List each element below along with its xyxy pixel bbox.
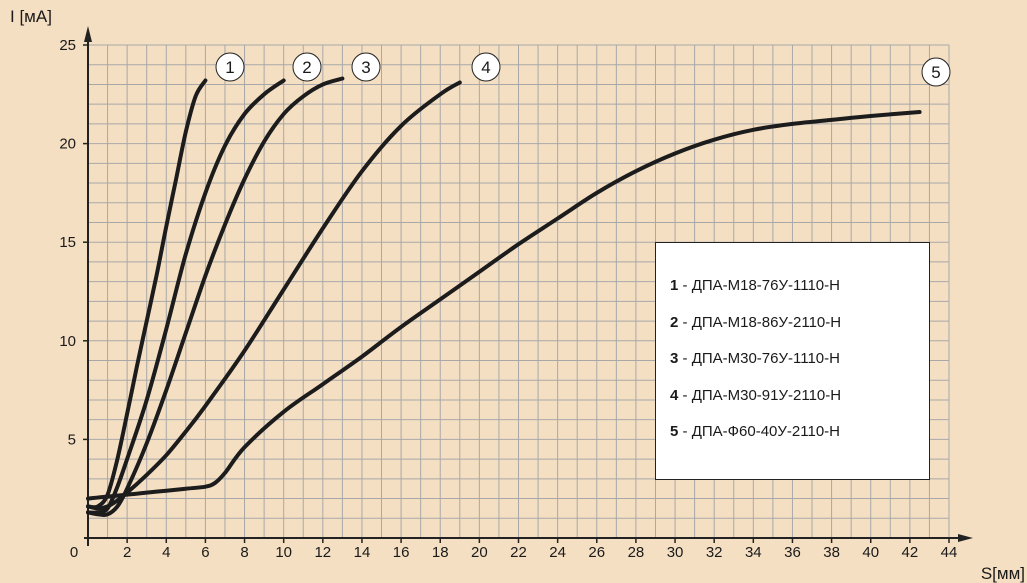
x-tick-label: 12 xyxy=(314,544,331,561)
curve-label-number: 2 xyxy=(302,58,311,77)
x-tick-label: 20 xyxy=(471,544,488,561)
legend-item-name: ДПА-М30-91У-2110-Н xyxy=(691,386,842,404)
x-tick-label: 38 xyxy=(823,544,840,561)
x-tick-label: 30 xyxy=(667,544,684,561)
y-axis-label: I [мА] xyxy=(10,7,52,26)
x-tick-label: 16 xyxy=(393,544,410,561)
curve-label-number: 1 xyxy=(225,58,234,77)
legend-item-number: 4 xyxy=(670,386,679,404)
legend-item-number: 3 xyxy=(670,350,679,367)
curve-label-circle xyxy=(351,52,381,82)
x-tick-label: 14 xyxy=(354,544,371,561)
legend-item: 2 - ДПА-М18-86У-2110-Н xyxy=(670,305,929,342)
legend-item-name: ДПА-М18-86У-2110-Н xyxy=(691,313,842,331)
x-tick-label: 40 xyxy=(862,544,879,561)
legend-item: 5 - ДПА-Ф60-40У-2110-Н xyxy=(670,414,929,451)
x-tick-label: 32 xyxy=(706,544,723,561)
x-tick-label: 24 xyxy=(549,544,566,561)
x-tick-label: 44 xyxy=(941,544,958,561)
legend-item-number: 5 xyxy=(670,423,679,440)
x-tick-label: 18 xyxy=(432,544,449,561)
legend-item-number: 1 xyxy=(670,277,679,294)
curve-label-circle xyxy=(921,57,951,87)
x-tick-label: 10 xyxy=(275,544,292,561)
legend-item-name: ДПА-Ф60-40У-2110-Н xyxy=(691,423,841,440)
series-line-5 xyxy=(86,110,922,501)
legend-item: 3 - ДПА-М30-76У-1110-Н xyxy=(670,341,929,378)
y-tick-label: 5 xyxy=(68,431,76,448)
curve-label-number: 3 xyxy=(361,58,370,77)
x-tick-label: 34 xyxy=(745,544,762,561)
legend-item-separator: - xyxy=(678,423,692,440)
legend-item-separator: - xyxy=(678,386,692,404)
x-tick-label: 4 xyxy=(162,544,170,561)
curve-label-circle xyxy=(292,52,322,82)
x-axis-label: S[мм] xyxy=(981,564,1025,583)
x-tick-label: 36 xyxy=(784,544,801,561)
x-tick-label: 8 xyxy=(240,544,248,561)
series-line-3 xyxy=(86,76,345,518)
curve-markers: 1 2 3 4 5 xyxy=(215,52,951,87)
x-tick-label: 2 xyxy=(123,544,131,561)
legend-item-name: ДПА-М30-76У-1110-Н xyxy=(691,350,840,367)
chart-legend: 1 - ДПА-М18-76У-1110-Н 2 - ДПА-М18-86У-2… xyxy=(655,242,930,480)
x-tick-label: 28 xyxy=(628,544,645,561)
legend-item-number: 2 xyxy=(670,313,679,331)
legend-item-name: ДПА-М18-76У-1110-Н xyxy=(691,277,840,294)
x-tick-label: 42 xyxy=(902,544,919,561)
x-tick-label: 0 xyxy=(70,544,78,561)
curve-label-circle xyxy=(471,52,501,82)
legend-item: 1 - ДПА-М18-76У-1110-Н xyxy=(670,268,929,305)
y-tick-label: 15 xyxy=(59,234,76,251)
legend-item-separator: - xyxy=(678,277,692,294)
y-tick-label: 25 xyxy=(59,37,76,54)
y-tick-label: 10 xyxy=(59,333,76,350)
x-tick-label: 6 xyxy=(201,544,209,561)
legend-item-separator: - xyxy=(678,350,692,367)
x-tick-label: 22 xyxy=(510,544,527,561)
curve-label-number: 4 xyxy=(481,58,490,77)
curve-label-number: 5 xyxy=(931,63,940,82)
chart-lines xyxy=(86,76,922,518)
curve-label-circle xyxy=(215,52,245,82)
y-axis-arrow xyxy=(84,26,92,42)
y-tick-label: 20 xyxy=(59,136,76,153)
series-line-4 xyxy=(86,80,462,511)
legend-item-separator: - xyxy=(678,313,692,331)
chart-axes xyxy=(83,26,973,546)
x-tick-label: 26 xyxy=(588,544,605,561)
x-axis-arrow xyxy=(958,534,973,542)
legend-item: 4 - ДПА-М30-91У-2110-Н xyxy=(670,378,929,415)
tick-labels: 0 2 4 6 8 10 12 14 16 18 20 22 24 26 28 30 32 34 36 38 40 42 4… xyxy=(59,37,957,561)
